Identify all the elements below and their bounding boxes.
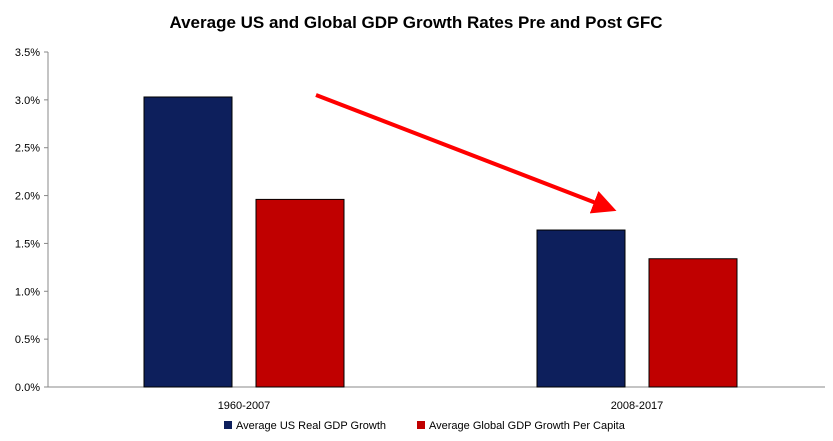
legend-swatch-us xyxy=(224,421,232,429)
y-tick-label: 2.0% xyxy=(15,191,40,203)
y-tick-label: 2.5% xyxy=(15,143,40,155)
y-tick-label: 0.0% xyxy=(15,382,40,394)
legend-swatch-global xyxy=(417,421,425,429)
bar-global-1960-2007 xyxy=(255,198,345,388)
x-axis: 1960-2007 2008-2017 xyxy=(48,386,825,412)
legend-label-global: Average Global GDP Growth Per Capita xyxy=(429,420,626,432)
trend-arrow xyxy=(315,93,617,214)
y-axis: 0.0% 0.5% 1.0% 1.5% 2.0% 2.5% 3.0% 3.5% xyxy=(15,47,49,394)
legend: Average US Real GDP Growth Average Global… xyxy=(224,420,626,432)
x-tick-label: 2008-2017 xyxy=(611,400,664,412)
bar-us-1960-2007 xyxy=(143,96,233,388)
y-tick-label: 1.5% xyxy=(15,238,40,250)
bar-us-2008-2017 xyxy=(536,229,626,388)
chart-title: Average US and Global GDP Growth Rates P… xyxy=(169,13,662,32)
y-tick-label: 0.5% xyxy=(15,334,40,346)
trend-arrow-line xyxy=(315,93,617,214)
legend-label-us: Average US Real GDP Growth xyxy=(236,420,386,432)
y-tick-label: 3.0% xyxy=(15,95,40,107)
y-tick-label: 3.5% xyxy=(15,47,40,59)
x-tick-label: 1960-2007 xyxy=(218,400,271,412)
bar-global-2008-2017 xyxy=(648,258,738,388)
y-tick-label: 1.0% xyxy=(15,286,40,298)
bars xyxy=(143,96,738,388)
